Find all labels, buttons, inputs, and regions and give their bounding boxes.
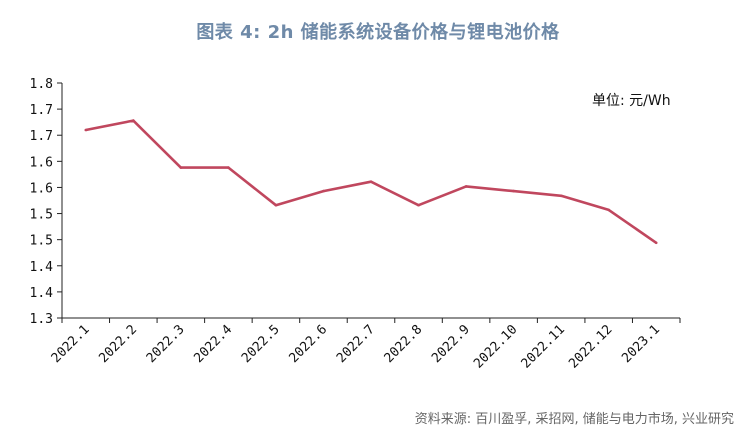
x-axis: 2022.1 2022.2 2022.3 2022.4 2022.5 2022.6 2022…: [49, 317, 681, 372]
y-tick-label: 1.6: [30, 155, 53, 170]
x-tick-label: 2022.6: [286, 322, 330, 366]
y-tick-label: 1.5: [30, 234, 53, 249]
x-tick-label: 2022.1: [49, 322, 93, 366]
data-point: [179, 166, 183, 169]
x-tick-label: 2022.4: [191, 322, 235, 366]
data-point: [654, 241, 658, 245]
x-tick-label: 2022.10: [471, 322, 520, 371]
data-point: [322, 189, 325, 193]
data-point: [84, 128, 88, 132]
y-tick-label: 1.7: [30, 129, 53, 144]
y-tick-label: 1.6: [30, 181, 53, 196]
x-tick-label: 2023.1: [619, 322, 663, 366]
y-tick-label: 1.4: [30, 286, 54, 301]
data-point: [132, 119, 135, 122]
x-tick-label: 2022.8: [382, 322, 426, 366]
source-note: 资料来源: 百川盈孚, 采招网, 储能与电力市场, 兴业研究: [414, 412, 734, 427]
x-tick-label: 2022.11: [519, 322, 568, 371]
data-point: [464, 185, 468, 188]
chart-title: 图表 4: 2h 储能系统设备价格与锂电池价格: [196, 22, 560, 43]
y-tick-label: 1.7: [30, 103, 53, 118]
x-tick-label: 2022.3: [144, 322, 188, 366]
x-tick-label: 2022.5: [239, 322, 283, 366]
data-point: [417, 203, 420, 207]
data-point: [559, 194, 563, 198]
data-point: [607, 208, 610, 212]
y-tick-label: 1.4: [30, 260, 54, 275]
data-point: [274, 203, 278, 207]
x-tick-label: 2022.12: [566, 322, 615, 371]
x-tick-label: 2022.2: [96, 322, 140, 366]
y-tick-label: 1.8: [30, 77, 53, 92]
y-tick-label: 1.3: [30, 312, 53, 327]
unit-label: 单位: 元/Wh: [592, 93, 671, 109]
data-point: [512, 189, 515, 193]
series-layer: [84, 119, 658, 245]
x-tick-label: 2022.9: [429, 322, 473, 366]
data-point: [227, 166, 230, 169]
x-tick-label: 2022.7: [334, 322, 378, 366]
y-tick-label: 1.5: [30, 208, 53, 223]
data-point: [369, 180, 373, 183]
y-axis: 1.3 1.4 1.4 1.5 1.5 1.6 1.6 1.7 1.7 1.8: [30, 77, 63, 327]
